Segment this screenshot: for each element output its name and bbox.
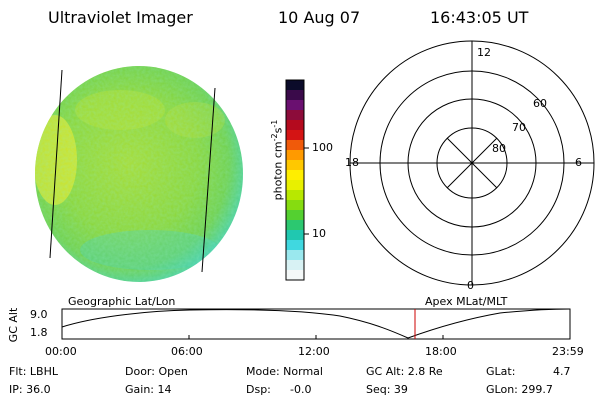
colorbar-segment: [286, 140, 304, 151]
lat-label-70: 70: [512, 121, 526, 134]
door-info: Door: Open: [125, 365, 188, 378]
xtick-1200: 12:00: [298, 345, 330, 358]
mlt-label-6: 6: [575, 156, 582, 169]
glat-label: GLat:: [486, 365, 516, 378]
colorbar-tick-100: 100: [312, 141, 333, 154]
xtick-2359: 23:59: [552, 345, 584, 358]
dsp-value: -0.0: [290, 383, 312, 396]
colorbar-segment: [286, 110, 304, 121]
timeline-ylabel: GC Alt: [7, 307, 20, 343]
lat-label-80: 80: [492, 142, 506, 155]
colorbar-segment: [286, 170, 304, 181]
date-label: 10 Aug 07: [278, 8, 361, 27]
mlt-label-18: 18: [345, 156, 359, 169]
glon-info: GLon: 299.7: [486, 383, 553, 396]
colorbar-segment: [286, 130, 304, 141]
apex-title: Apex MLat/MLT: [425, 295, 508, 308]
altitude-timeline: [61, 308, 571, 340]
ytick-top: 9.0: [30, 308, 48, 321]
terminator-line-right: [201, 87, 216, 273]
colorbar-segment: [286, 230, 304, 241]
colorbar-segment: [286, 190, 304, 201]
seq-info: Seq: 39: [366, 383, 408, 396]
xtick-0000: 00:00: [45, 345, 77, 358]
terminator-line-left: [49, 69, 63, 259]
colorbar: [286, 80, 304, 281]
colorbar-segment: [286, 210, 304, 221]
lat-label-60: 60: [533, 97, 547, 110]
filter-info: Flt: LBHL: [9, 365, 58, 378]
colorbar-segment: [286, 90, 304, 101]
gc-alt-info: GC Alt: 2.8 Re: [366, 365, 443, 378]
colorbar-segment: [286, 160, 304, 171]
colorbar-segment: [286, 80, 304, 91]
colorbar-segment: [286, 270, 304, 281]
mode-info: Mode: Normal: [246, 365, 323, 378]
uv-image-disc: [35, 66, 243, 282]
colorbar-segment: [286, 240, 304, 251]
geographic-title: Geographic Lat/Lon: [68, 295, 176, 308]
colorbar-segment: [286, 180, 304, 191]
ytick-bottom: 1.8: [30, 326, 48, 339]
mlt-label-0: 0: [467, 279, 474, 292]
colorbar-segment: [286, 250, 304, 261]
mlt-label-12: 12: [477, 46, 491, 59]
colorbar-segment: [286, 200, 304, 211]
altitude-curve: [61, 308, 571, 339]
colorbar-segment: [286, 220, 304, 231]
xtick-0600: 06:00: [171, 345, 203, 358]
ip-info: IP: 36.0: [9, 383, 51, 396]
gain-info: Gain: 14: [125, 383, 172, 396]
polar-plot: [349, 40, 595, 286]
dsp-label: Dsp:: [246, 383, 271, 396]
colorbar-segment: [286, 100, 304, 111]
colorbar-segment: [286, 150, 304, 161]
colorbar-label: photon cm-2s-1: [270, 119, 285, 201]
glat-value: 4.7: [553, 365, 571, 378]
xtick-1800: 18:00: [425, 345, 457, 358]
instrument-title: Ultraviolet Imager: [48, 8, 193, 27]
colorbar-tick-10: 10: [312, 227, 326, 240]
time-label: 16:43:05 UT: [430, 8, 529, 27]
colorbar-segment: [286, 260, 304, 271]
colorbar-segment: [286, 120, 304, 131]
colorbar-frame: [285, 79, 305, 281]
